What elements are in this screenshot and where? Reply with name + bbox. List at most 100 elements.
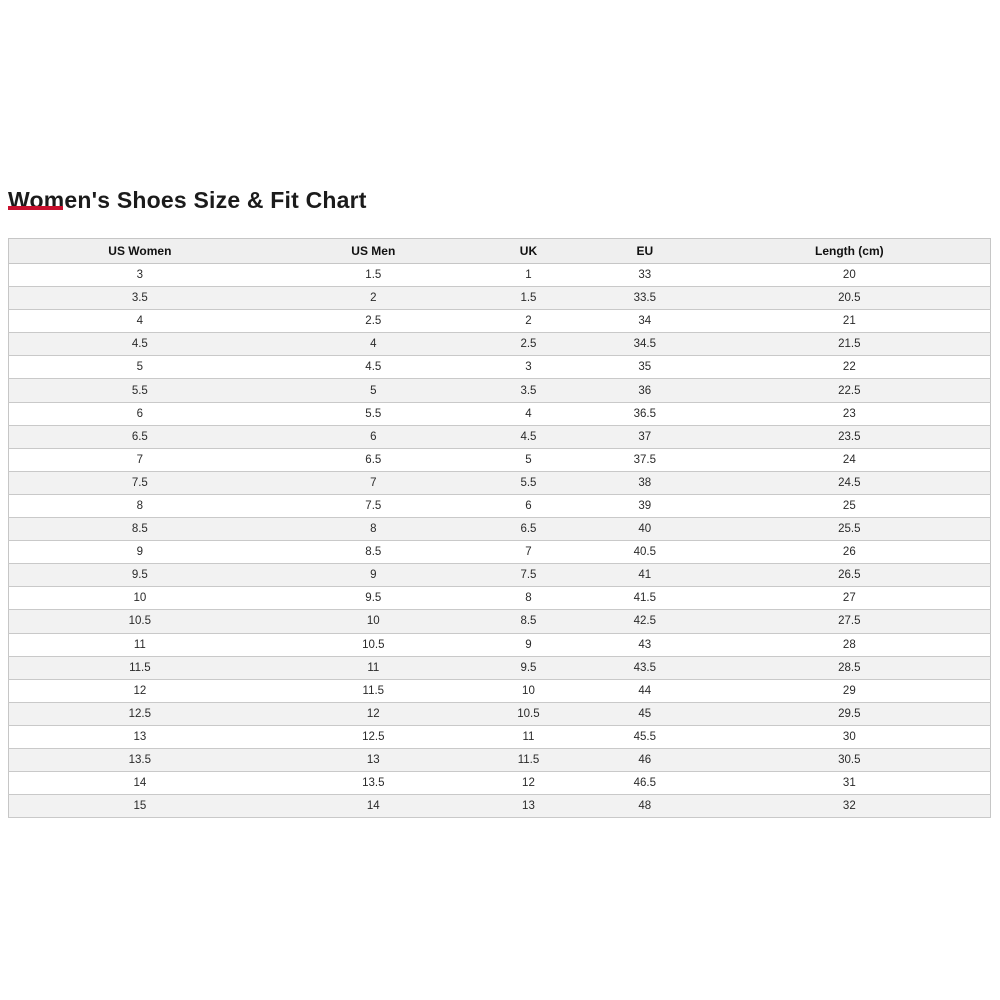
- table-cell: 5.5: [475, 471, 581, 495]
- table-row: 9.5 9 7.5 41 26.5: [8, 563, 991, 588]
- table-cell: 2.5: [475, 332, 581, 357]
- table-cell: 11: [8, 633, 271, 657]
- table-cell: 3.5: [8, 286, 271, 311]
- column-header-uk: UK: [475, 238, 581, 264]
- table-row: 3.5 2 1.5 33.5 20.5: [8, 286, 991, 311]
- table-cell: 10: [270, 609, 476, 634]
- table-cell: 7: [475, 540, 581, 565]
- table-cell: 29: [708, 679, 991, 703]
- table-cell: 21: [708, 309, 991, 334]
- table-cell: 26: [708, 540, 991, 565]
- table-cell: 11.5: [8, 656, 271, 680]
- table-cell: 11: [270, 656, 476, 680]
- table-row: 6.5 6 4.5 37 23.5: [8, 425, 991, 449]
- table-cell: 10.5: [475, 702, 581, 726]
- table-row: 15 14 13 48 32: [8, 794, 991, 819]
- table-cell: 28.5: [708, 656, 991, 680]
- table-cell: 46: [580, 748, 709, 773]
- table-cell: 1: [475, 263, 581, 288]
- table-row: 4.5 4 2.5 34.5 21.5: [8, 332, 991, 357]
- table-cell: 4.5: [270, 355, 476, 380]
- table-cell: 3: [475, 355, 581, 380]
- table-cell: 27: [708, 586, 991, 611]
- table-cell: 30.5: [708, 748, 991, 773]
- table-cell: 25.5: [708, 517, 991, 542]
- table-cell: 13: [8, 725, 271, 749]
- table-cell: 11.5: [475, 748, 581, 773]
- table-cell: 46.5: [580, 771, 709, 796]
- table-cell: 37.5: [580, 448, 709, 472]
- table-row: 8.5 8 6.5 40 25.5: [8, 517, 991, 542]
- table-row: 10.5 10 8.5 42.5 27.5: [8, 609, 991, 634]
- table-row: 5.5 5 3.5 36 22.5: [8, 378, 991, 403]
- table-cell: 13: [475, 794, 581, 819]
- table-cell: 12: [8, 679, 271, 703]
- table-cell: 20.5: [708, 286, 991, 311]
- size-chart-table: US Women US Men UK EU Length (cm) 3 1.5 1 3…: [8, 238, 991, 819]
- table-cell: 12: [270, 702, 476, 726]
- table-row: 3 1.5 1 33 20: [8, 263, 991, 288]
- table-cell: 36.5: [580, 402, 709, 426]
- table-row: 10 9.5 8 41.5 27: [8, 586, 991, 611]
- table-cell: 40: [580, 517, 709, 542]
- table-cell: 23: [708, 402, 991, 426]
- table-cell: 12.5: [270, 725, 476, 749]
- table-cell: 12: [475, 771, 581, 796]
- table-cell: 34.5: [580, 332, 709, 357]
- table-cell: 30: [708, 725, 991, 749]
- table-cell: 10: [8, 586, 271, 611]
- table-cell: 8: [475, 586, 581, 611]
- table-cell: 8: [8, 494, 271, 519]
- table-row: 6 5.5 4 36.5 23: [8, 402, 991, 426]
- table-row: 7 6.5 5 37.5 24: [8, 448, 991, 472]
- column-header-us-women: US Women: [8, 238, 271, 264]
- table-cell: 23.5: [708, 425, 991, 449]
- table-cell: 9: [8, 540, 271, 565]
- table-cell: 35: [580, 355, 709, 380]
- table-cell: 41: [580, 563, 709, 588]
- table-cell: 8.5: [475, 609, 581, 634]
- table-cell: 5.5: [270, 402, 476, 426]
- table-cell: 4.5: [475, 425, 581, 449]
- table-cell: 31: [708, 771, 991, 796]
- table-cell: 41.5: [580, 586, 709, 611]
- table-row: 11 10.5 9 43 28: [8, 633, 991, 657]
- table-cell: 24.5: [708, 471, 991, 495]
- table-cell: 4: [8, 309, 271, 334]
- table-cell: 4: [475, 402, 581, 426]
- table-cell: 24: [708, 448, 991, 472]
- table-cell: 13.5: [8, 748, 271, 773]
- table-cell: 8.5: [8, 517, 271, 542]
- table-cell: 33.5: [580, 286, 709, 311]
- table-cell: 21.5: [708, 332, 991, 357]
- table-cell: 6: [475, 494, 581, 519]
- table-cell: 22.5: [708, 378, 991, 403]
- table-cell: 48: [580, 794, 709, 819]
- table-row: 14 13.5 12 46.5 31: [8, 771, 991, 796]
- table-cell: 15: [8, 794, 271, 819]
- table-cell: 29.5: [708, 702, 991, 726]
- table-cell: 5.5: [8, 378, 271, 403]
- column-header-us-men: US Men: [270, 238, 476, 264]
- table-cell: 44: [580, 679, 709, 703]
- table-cell: 7: [270, 471, 476, 495]
- table-cell: 34: [580, 309, 709, 334]
- table-cell: 28: [708, 633, 991, 657]
- table-cell: 1.5: [270, 263, 476, 288]
- table-header-row: US Women US Men UK EU Length (cm): [8, 238, 991, 264]
- table-cell: 37: [580, 425, 709, 449]
- table-cell: 40.5: [580, 540, 709, 565]
- table-cell: 3.5: [475, 378, 581, 403]
- table-cell: 20: [708, 263, 991, 288]
- table-cell: 32: [708, 794, 991, 819]
- title-underline: [8, 206, 63, 210]
- table-cell: 26.5: [708, 563, 991, 588]
- table-cell: 9: [475, 633, 581, 657]
- table-cell: 27.5: [708, 609, 991, 634]
- table-row: 8 7.5 6 39 25: [8, 494, 991, 519]
- table-cell: 7: [8, 448, 271, 472]
- table-cell: 43: [580, 633, 709, 657]
- table-cell: 12.5: [8, 702, 271, 726]
- table-row: 12 11.5 10 44 29: [8, 679, 991, 703]
